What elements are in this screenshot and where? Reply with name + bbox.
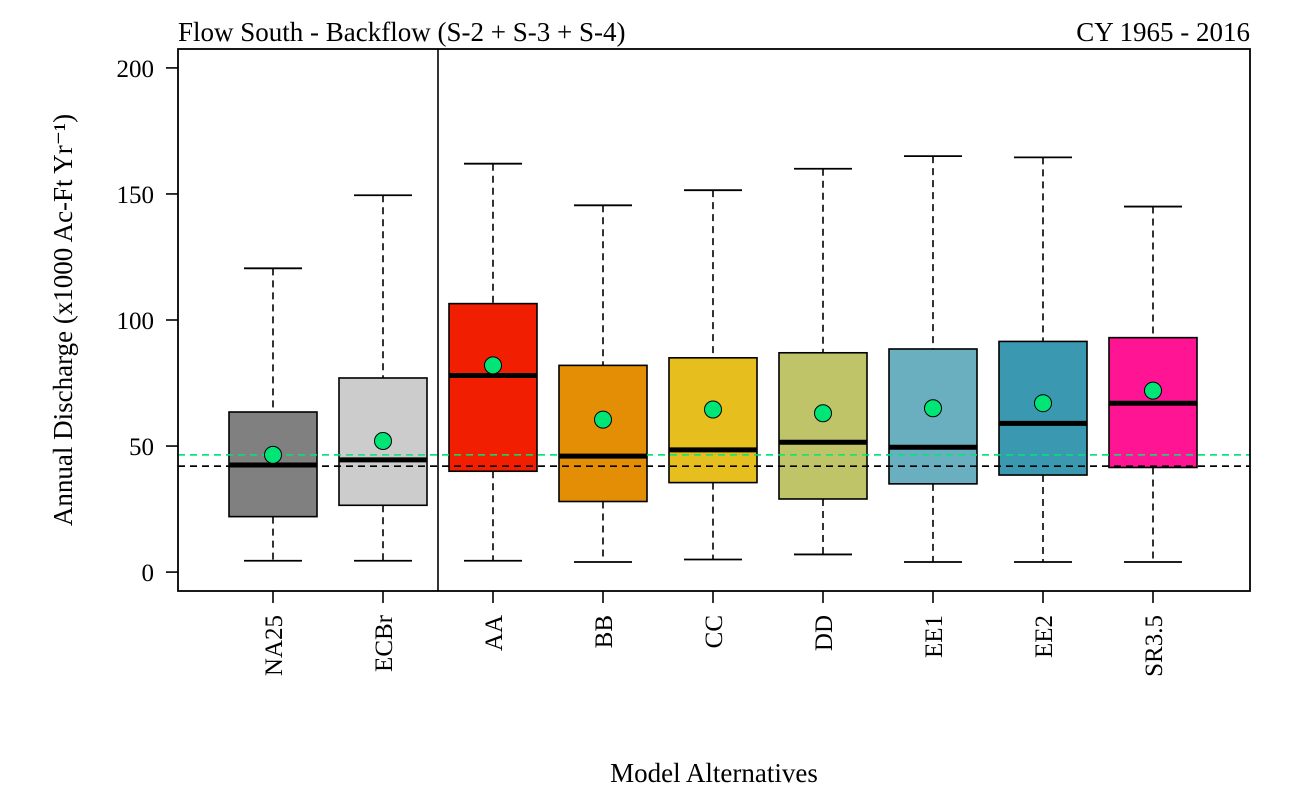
mean-marker-cc (704, 400, 722, 419)
mean-marker-aa (484, 356, 502, 375)
x-tick-label-ecbr: ECBr (371, 614, 398, 672)
plot-area: 0 50 100 150 200 NA25 ECBr AA BB CC DD EE1 EE2 SR3.5 (117, 48, 1251, 677)
chart-title-right: CY 1965 - 2016 (1076, 17, 1250, 47)
mean-marker-bb (594, 410, 612, 429)
x-tick-label-cc: CC (701, 615, 728, 648)
mean-marker-dd (814, 404, 832, 423)
mean-marker-ecbr (374, 432, 392, 451)
box-cc (668, 357, 758, 484)
box-dd (778, 351, 868, 500)
mean-marker-ee2 (1034, 394, 1052, 413)
y-tick-label-100: 100 (117, 308, 155, 335)
y-tick-label-200: 200 (117, 56, 155, 83)
y-tick-label-0: 0 (142, 560, 155, 587)
x-tick-label-dd: DD (811, 615, 838, 651)
mean-marker-na25 (264, 445, 282, 464)
x-axis-label: Model Alternatives (610, 758, 818, 788)
box-bb (558, 364, 648, 503)
y-tick-label-150: 150 (117, 182, 155, 209)
y-axis-label: Annual Discharge (x1000 Ac-Ft Yr⁻¹) (48, 114, 78, 526)
mean-marker-ee1 (924, 399, 942, 418)
y-tick-label-50: 50 (129, 434, 154, 461)
x-tick-label-sr3-5: SR3.5 (1141, 615, 1168, 677)
x-tick-label-aa: AA (481, 615, 508, 651)
x-tick-label-na25: NA25 (261, 615, 288, 676)
chart-title-left: Flow South - Backflow (S-2 + S-3 + S-4) (178, 17, 625, 47)
x-tick-label-ee1: EE1 (921, 615, 948, 658)
box-aa (448, 302, 538, 473)
x-tick-label-ee2: EE2 (1031, 615, 1058, 658)
mean-marker-sr3-5 (1144, 381, 1162, 400)
plot-frame (177, 48, 1251, 592)
x-tick-label-bb: BB (591, 615, 618, 648)
